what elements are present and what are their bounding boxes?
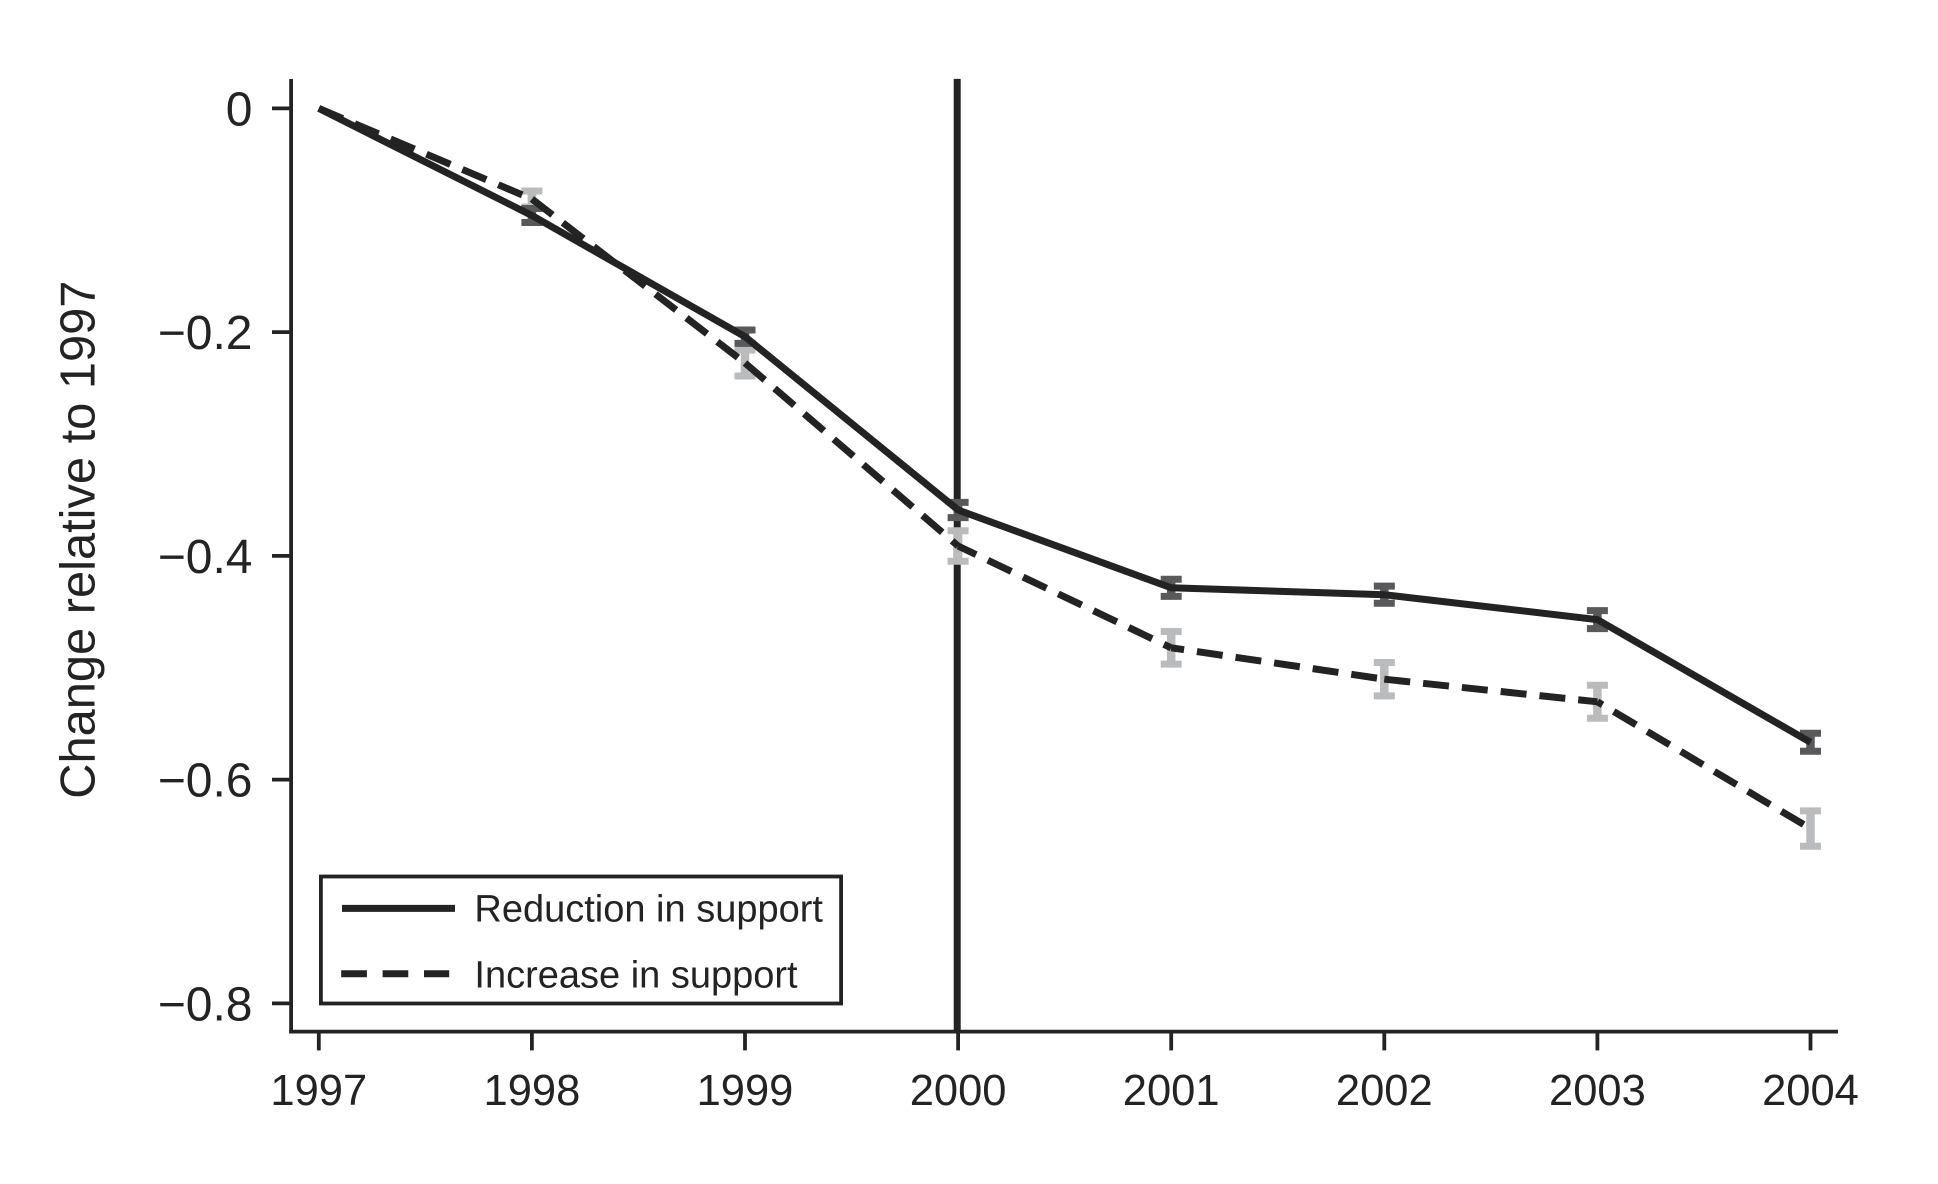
svg-text:−0.2: −0.2 [158, 307, 253, 360]
svg-text:2003: 2003 [1549, 1067, 1646, 1115]
svg-text:2002: 2002 [1336, 1067, 1433, 1115]
svg-text:−0.8: −0.8 [158, 978, 253, 1031]
svg-text:2000: 2000 [910, 1067, 1007, 1115]
svg-text:Change relative to 1997: Change relative to 1997 [51, 281, 105, 799]
svg-text:−0.6: −0.6 [158, 755, 253, 808]
svg-text:1999: 1999 [697, 1067, 794, 1115]
svg-text:0: 0 [226, 83, 253, 136]
svg-text:1997: 1997 [270, 1067, 367, 1115]
svg-text:1998: 1998 [484, 1067, 581, 1115]
svg-text:Increase in support: Increase in support [474, 955, 798, 997]
svg-text:−0.4: −0.4 [158, 531, 253, 584]
svg-text:Reduction in support: Reduction in support [474, 889, 823, 931]
svg-text:2001: 2001 [1123, 1067, 1220, 1115]
svg-text:2004: 2004 [1762, 1067, 1859, 1115]
